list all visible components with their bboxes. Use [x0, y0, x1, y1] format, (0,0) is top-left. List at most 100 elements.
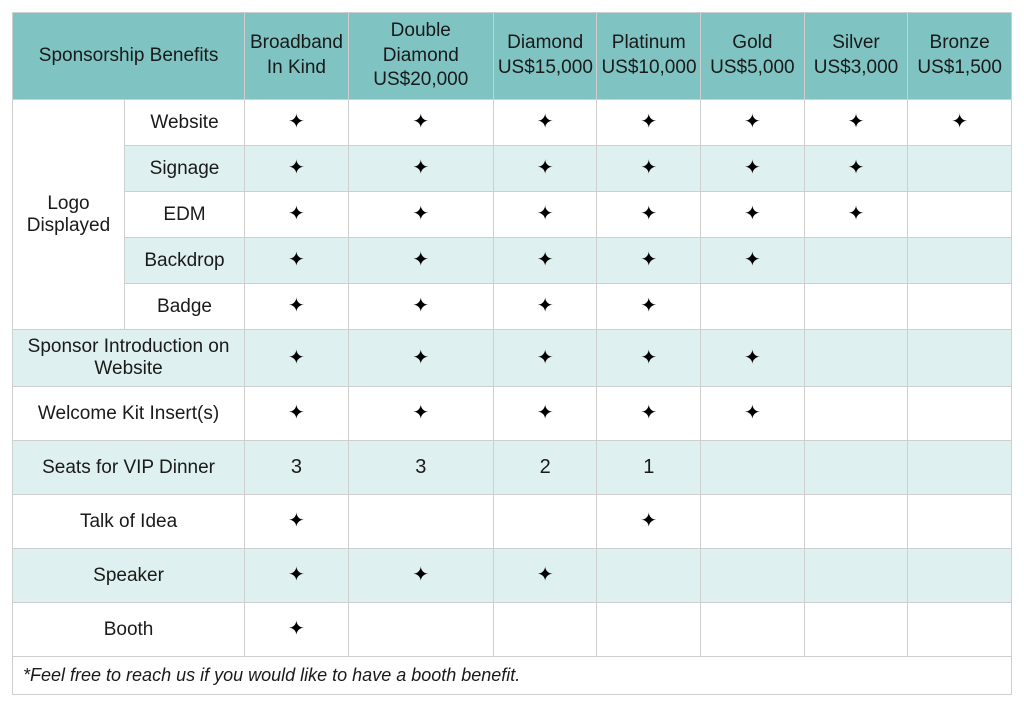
benefit-cell: ✦	[348, 284, 493, 330]
table-row: Sponsor Introduction on Website✦✦✦✦✦	[13, 330, 1012, 387]
included-icon: ✦	[288, 348, 305, 368]
benefit-cell	[908, 192, 1012, 238]
included-icon: ✦	[640, 158, 657, 178]
row-label: Booth	[13, 603, 245, 657]
benefit-cell: ✦	[908, 100, 1012, 146]
included-icon: ✦	[744, 250, 761, 270]
included-icon: ✦	[744, 204, 761, 224]
benefit-cell	[701, 284, 805, 330]
benefit-cell: ✦	[701, 192, 805, 238]
benefit-cell: ✦	[804, 100, 908, 146]
benefit-cell	[804, 238, 908, 284]
benefit-cell: ✦	[493, 238, 597, 284]
benefit-cell: ✦	[701, 146, 805, 192]
benefit-cell: 3	[348, 441, 493, 495]
benefit-cell: ✦	[597, 146, 701, 192]
included-icon: ✦	[412, 296, 429, 316]
included-icon: ✦	[848, 204, 865, 224]
included-icon: ✦	[537, 296, 554, 316]
included-icon: ✦	[412, 565, 429, 585]
row-label: Talk of Idea	[13, 495, 245, 549]
tier-price: US$5,000	[705, 56, 800, 81]
table-row: EDM✦✦✦✦✦✦	[13, 192, 1012, 238]
included-icon: ✦	[288, 250, 305, 270]
benefit-cell	[597, 549, 701, 603]
included-icon: ✦	[288, 204, 305, 224]
benefit-cell: ✦	[245, 238, 349, 284]
header-row: Sponsorship Benefits Broadband In Kind D…	[13, 13, 1012, 100]
benefit-cell: ✦	[804, 192, 908, 238]
sponsorship-benefits-table: Sponsorship Benefits Broadband In Kind D…	[12, 12, 1012, 695]
included-icon: ✦	[288, 565, 305, 585]
included-icon: ✦	[537, 348, 554, 368]
included-icon: ✦	[537, 250, 554, 270]
table-row: Signage✦✦✦✦✦✦	[13, 146, 1012, 192]
included-icon: ✦	[640, 403, 657, 423]
tier-name: Bronze	[912, 31, 1007, 56]
benefit-cell	[908, 238, 1012, 284]
benefit-cell: ✦	[493, 549, 597, 603]
cell-value: 3	[291, 456, 302, 478]
benefit-cell: 1	[597, 441, 701, 495]
benefit-cell: ✦	[804, 146, 908, 192]
benefit-cell: ✦	[493, 192, 597, 238]
benefit-cell: ✦	[245, 495, 349, 549]
benefit-cell	[908, 330, 1012, 387]
benefit-cell: ✦	[597, 100, 701, 146]
included-icon: ✦	[288, 158, 305, 178]
footnote: *Feel free to reach us if you would like…	[13, 657, 1012, 695]
table-row: LogoDisplayedWebsite✦✦✦✦✦✦✦	[13, 100, 1012, 146]
benefit-cell: ✦	[493, 146, 597, 192]
included-icon: ✦	[412, 204, 429, 224]
benefit-cell: ✦	[348, 330, 493, 387]
benefit-cell: ✦	[597, 284, 701, 330]
benefit-cell	[804, 330, 908, 387]
included-icon: ✦	[640, 204, 657, 224]
benefit-cell	[908, 495, 1012, 549]
tier-name: Silver	[809, 31, 904, 56]
benefit-cell	[908, 146, 1012, 192]
included-icon: ✦	[848, 158, 865, 178]
table-row: Talk of Idea✦✦	[13, 495, 1012, 549]
row-label: Backdrop	[124, 238, 244, 284]
table-body: LogoDisplayedWebsite✦✦✦✦✦✦✦Signage✦✦✦✦✦✦…	[13, 100, 1012, 695]
benefit-cell	[701, 603, 805, 657]
included-icon: ✦	[640, 250, 657, 270]
tier-bronze: Bronze US$1,500	[908, 13, 1012, 100]
benefit-cell: ✦	[493, 387, 597, 441]
included-icon: ✦	[744, 158, 761, 178]
benefit-cell: ✦	[348, 192, 493, 238]
benefit-cell: 3	[245, 441, 349, 495]
benefit-cell: ✦	[493, 100, 597, 146]
benefit-cell	[701, 549, 805, 603]
benefit-cell: ✦	[597, 238, 701, 284]
included-icon: ✦	[744, 348, 761, 368]
tier-name: Diamond	[498, 31, 593, 56]
row-label: Seats for VIP Dinner	[13, 441, 245, 495]
tier-silver: Silver US$3,000	[804, 13, 908, 100]
footnote-row: *Feel free to reach us if you would like…	[13, 657, 1012, 695]
benefit-cell	[804, 549, 908, 603]
group-label-logo-displayed: LogoDisplayed	[13, 100, 125, 330]
benefit-cell	[804, 387, 908, 441]
benefit-cell	[493, 603, 597, 657]
benefit-cell: ✦	[701, 330, 805, 387]
tier-name: Gold	[705, 31, 800, 56]
tier-broadband: Broadband In Kind	[245, 13, 349, 100]
included-icon: ✦	[412, 112, 429, 132]
included-icon: ✦	[412, 158, 429, 178]
tier-price: In Kind	[249, 56, 344, 81]
included-icon: ✦	[640, 296, 657, 316]
benefit-cell: ✦	[701, 387, 805, 441]
benefit-cell: 2	[493, 441, 597, 495]
benefit-cell: ✦	[348, 387, 493, 441]
benefit-cell: ✦	[245, 549, 349, 603]
tier-name: Double Diamond	[353, 19, 489, 68]
row-label: Sponsor Introduction on Website	[13, 330, 245, 387]
included-icon: ✦	[288, 112, 305, 132]
included-icon: ✦	[744, 403, 761, 423]
benefit-cell: ✦	[701, 238, 805, 284]
benefit-cell	[908, 284, 1012, 330]
included-icon: ✦	[412, 250, 429, 270]
included-icon: ✦	[537, 565, 554, 585]
